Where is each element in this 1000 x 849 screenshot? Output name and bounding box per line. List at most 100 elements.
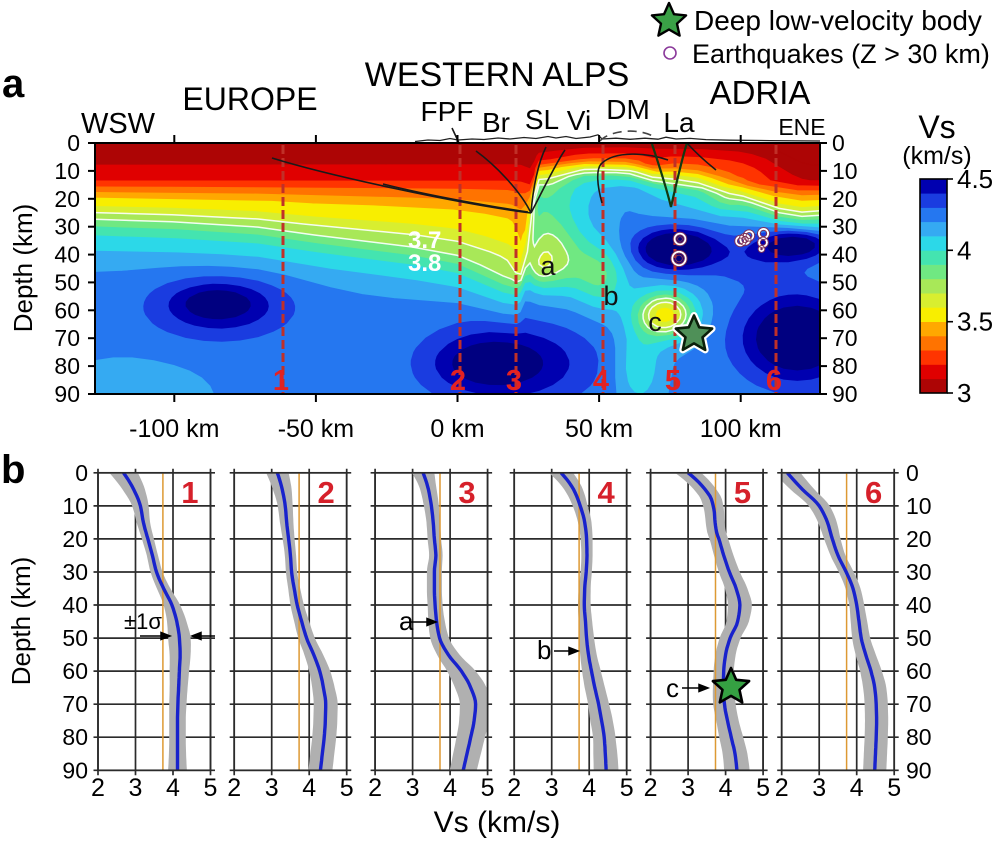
svg-text:4: 4 [957,235,971,265]
svg-text:c: c [666,673,679,703]
svg-text:4: 4 [166,774,180,802]
svg-text:50: 50 [832,269,858,295]
svg-text:5: 5 [887,774,901,802]
svg-text:2: 2 [644,774,658,802]
svg-text:30: 30 [62,559,88,585]
svg-text:80: 80 [832,353,858,379]
svg-text:±1σ: ±1σ [124,609,162,634]
svg-text:90: 90 [54,381,80,407]
svg-text:20: 20 [54,186,80,212]
svg-text:30: 30 [54,214,80,240]
svg-text:a: a [399,606,414,636]
svg-text:ADRIA: ADRIA [710,74,811,111]
svg-text:3: 3 [458,475,475,510]
svg-text:90: 90 [62,757,88,783]
svg-text:-100 km: -100 km [129,415,219,443]
svg-text:30: 30 [832,214,858,240]
svg-text:Depth (km): Depth (km) [6,557,36,686]
svg-text:WSW: WSW [81,108,156,140]
svg-text:5: 5 [734,475,751,510]
svg-text:Br: Br [482,107,510,138]
svg-text:ENE: ENE [778,114,825,140]
svg-text:50: 50 [62,625,88,651]
svg-text:3.8: 3.8 [408,250,441,277]
svg-text:70: 70 [54,325,80,351]
svg-text:4: 4 [719,774,733,802]
svg-text:b: b [603,281,618,311]
svg-text:40: 40 [906,592,932,618]
svg-text:2: 2 [368,774,382,802]
svg-text:EUROPE: EUROPE [182,81,317,117]
svg-text:4: 4 [302,774,316,802]
svg-text:100 km: 100 km [700,415,782,443]
svg-text:Vs (km/s): Vs (km/s) [434,806,561,839]
svg-text:10: 10 [54,158,80,184]
svg-text:4: 4 [582,774,596,802]
svg-text:b: b [537,635,551,665]
svg-text:3: 3 [681,774,695,802]
svg-text:90: 90 [832,381,858,407]
svg-text:50 km: 50 km [565,415,633,443]
svg-text:20: 20 [906,526,932,552]
svg-text:Vi: Vi [567,105,591,136]
svg-text:70: 70 [62,691,88,717]
svg-text:Vs: Vs [918,109,955,145]
svg-text:5: 5 [756,774,770,802]
svg-text:a: a [540,251,556,281]
svg-text:5: 5 [665,365,681,397]
svg-text:WESTERN ALPS: WESTERN ALPS [365,56,630,94]
svg-text:0 km: 0 km [430,415,484,443]
svg-text:2: 2 [507,774,521,802]
svg-text:2: 2 [91,774,105,802]
svg-text:5: 5 [620,774,634,802]
svg-text:2: 2 [775,774,789,802]
svg-text:3.7: 3.7 [408,227,441,254]
svg-text:2: 2 [317,475,334,510]
svg-text:5: 5 [481,774,495,802]
svg-text:60: 60 [906,658,932,684]
svg-text:80: 80 [62,724,88,750]
svg-text:3: 3 [545,774,559,802]
svg-text:4: 4 [597,475,615,510]
svg-text:2: 2 [450,365,466,397]
svg-text:Deep low-velocity body: Deep low-velocity body [694,5,982,36]
svg-text:4.5: 4.5 [957,164,993,194]
svg-text:50: 50 [906,625,932,651]
svg-text:0: 0 [832,130,845,156]
svg-text:Depth (km): Depth (km) [8,204,38,333]
svg-text:4: 4 [850,774,864,802]
svg-text:SL: SL [525,104,559,135]
svg-text:80: 80 [906,724,932,750]
svg-text:5: 5 [340,774,354,802]
svg-text:c: c [648,307,662,337]
svg-text:60: 60 [832,297,858,323]
svg-text:50: 50 [54,269,80,295]
svg-text:Earthquakes (Z > 30 km): Earthquakes (Z > 30 km) [692,39,990,69]
svg-text:70: 70 [832,325,858,351]
svg-text:4: 4 [593,365,609,397]
svg-text:40: 40 [54,242,80,268]
svg-text:40: 40 [62,592,88,618]
svg-text:20: 20 [62,526,88,552]
svg-text:10: 10 [906,493,932,519]
svg-text:10: 10 [62,493,88,519]
svg-text:90: 90 [906,757,932,783]
svg-text:30: 30 [906,559,932,585]
svg-text:10: 10 [832,158,858,184]
svg-text:3.5: 3.5 [957,307,993,337]
svg-text:6: 6 [766,365,782,397]
svg-text:(km/s): (km/s) [902,142,971,170]
svg-text:60: 60 [62,658,88,684]
svg-text:60: 60 [54,297,80,323]
svg-text:3: 3 [129,774,143,802]
svg-text:0: 0 [67,130,80,156]
svg-text:3: 3 [506,365,522,397]
svg-text:5: 5 [204,774,218,802]
svg-text:b: b [1,448,25,492]
svg-text:3: 3 [812,774,826,802]
svg-text:4: 4 [443,774,457,802]
svg-text:1: 1 [181,475,198,510]
svg-text:80: 80 [54,353,80,379]
svg-text:0: 0 [75,460,88,486]
svg-text:3: 3 [265,774,279,802]
